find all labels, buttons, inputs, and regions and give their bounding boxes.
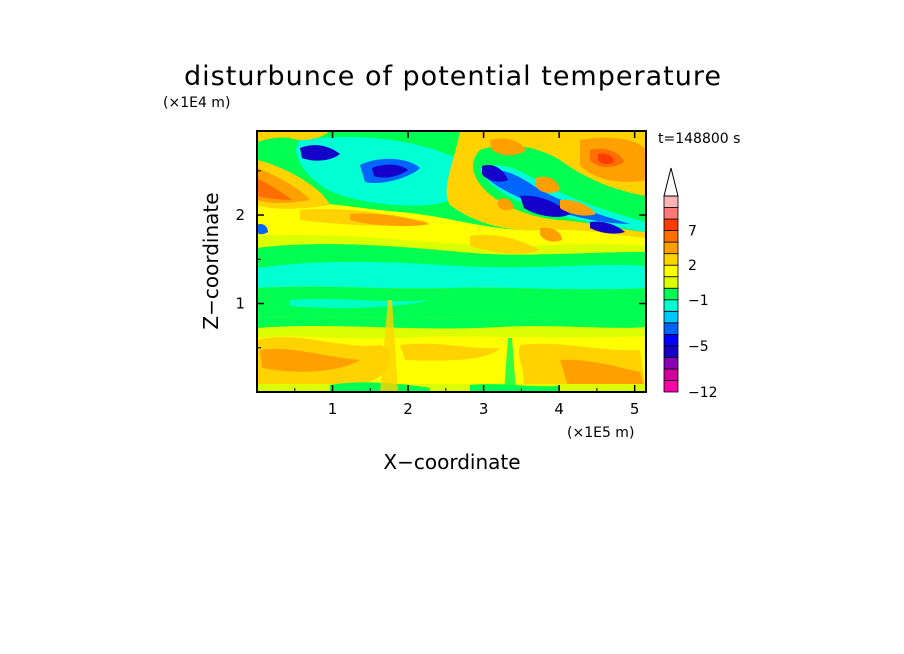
colorbar-swatch xyxy=(663,276,679,289)
y-axis-label: Z−coordinate xyxy=(199,192,223,329)
colorbar-swatch xyxy=(663,345,679,358)
contour-field xyxy=(257,131,646,392)
colorbar-tick-label: −1 xyxy=(688,293,709,309)
x-tick-label: 5 xyxy=(630,400,640,418)
x-tick-label: 4 xyxy=(554,400,564,418)
x-tick-label: 1 xyxy=(328,400,338,418)
colorbar-swatch xyxy=(663,357,679,370)
colorbar-swatch xyxy=(663,218,679,231)
chart-title: disturbunce of potential temperature xyxy=(184,61,722,92)
x-axis-ticks: 1 2 3 4 5 xyxy=(294,131,640,418)
plot-frame xyxy=(256,130,647,393)
y-tick-label: 1 xyxy=(235,295,245,313)
x-tick-label: 3 xyxy=(479,400,489,418)
colorbar-swatch xyxy=(663,299,679,312)
x-unit-label: (×1E5 m) xyxy=(567,425,634,441)
colorbar-swatch xyxy=(663,380,679,393)
colorbar-swatch xyxy=(663,333,679,347)
y-axis-ticks: 12 xyxy=(235,170,646,349)
y-tick-label: 2 xyxy=(235,206,245,224)
colorbar-tick-label: 7 xyxy=(688,224,697,240)
colorbar-swatch xyxy=(663,287,679,301)
colorbar-swatch xyxy=(663,264,679,278)
colorbar-swatch xyxy=(663,253,679,266)
colorbar-extend-triangle xyxy=(663,167,679,197)
colorbar: 7 2 −1 −5 −12 xyxy=(663,167,718,401)
colorbar-tick-label: −12 xyxy=(688,385,718,401)
colorbar-swatch xyxy=(663,368,679,381)
colorbar-swatch xyxy=(663,207,679,220)
colorbar-tick-label: 2 xyxy=(688,258,697,274)
time-label: t=148800 s xyxy=(658,131,740,147)
colorbar-swatch xyxy=(663,310,679,324)
colorbar-swatch xyxy=(663,230,679,243)
x-tick-label: 2 xyxy=(403,400,413,418)
colorbar-swatch xyxy=(663,241,679,255)
colorbar-swatch xyxy=(663,322,679,335)
colorbar-swatch xyxy=(663,195,679,208)
colorbar-tick-label: −5 xyxy=(688,339,709,355)
y-unit-label: (×1E4 m) xyxy=(163,95,230,111)
x-axis-label: X−coordinate xyxy=(383,450,520,474)
